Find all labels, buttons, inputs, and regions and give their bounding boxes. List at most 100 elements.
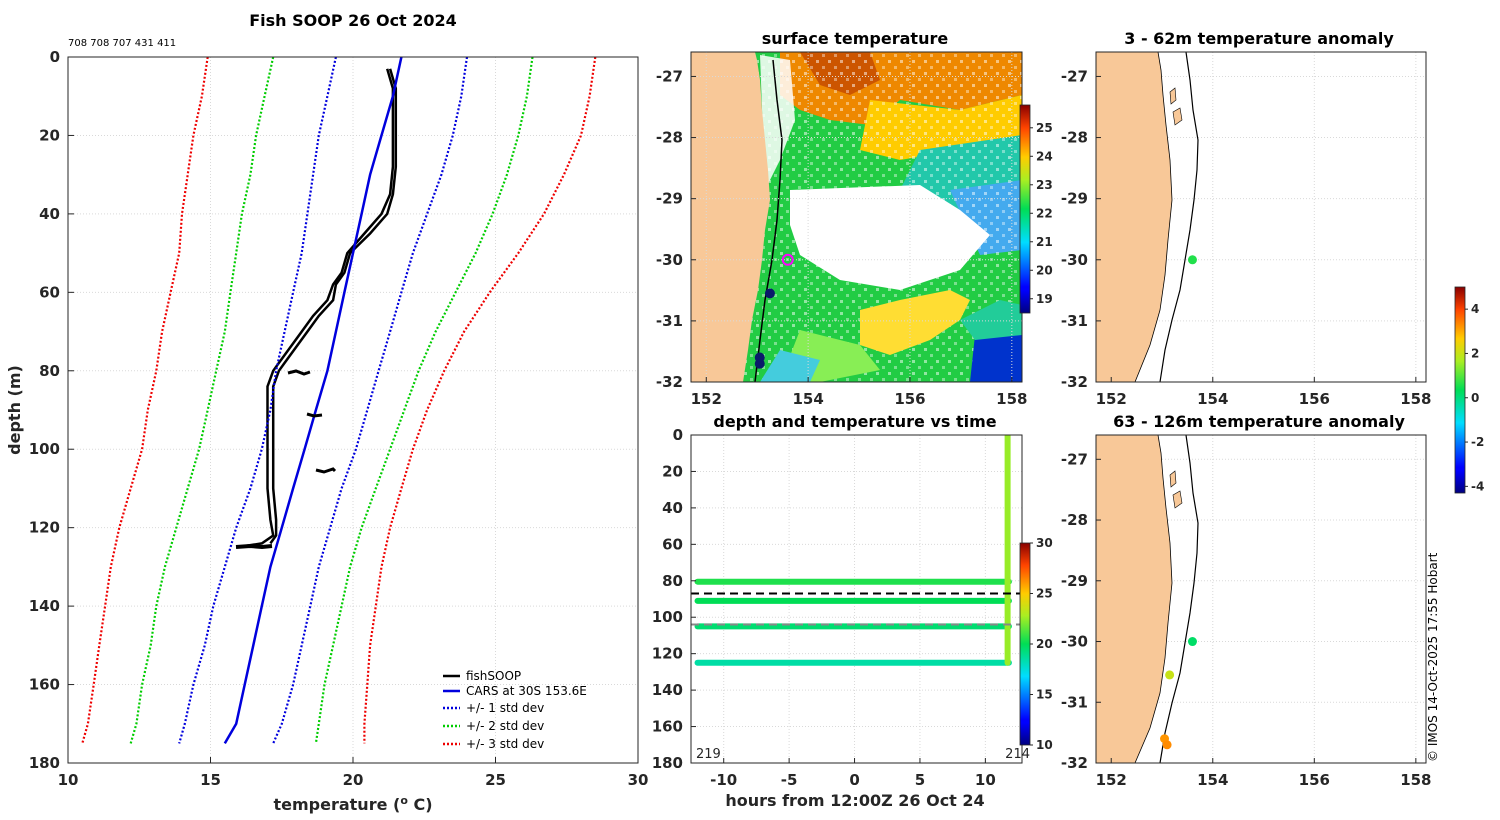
sst-marker (764, 288, 775, 299)
anomaly-deep-points (1160, 637, 1197, 750)
anomaly-cb-label: 0 (1471, 391, 1479, 405)
profile-legend: fishSOOP CARS at 30S 153.6E +/- 1 std de… (443, 669, 587, 751)
profile-ytick-label: 120 (29, 519, 60, 537)
depth-time-ytick-label: 20 (662, 462, 683, 480)
anomaly-deep-ytick-label: -31 (1061, 693, 1088, 711)
sst-cb-label: 20 (1036, 263, 1053, 277)
anomaly-deep-map (1096, 435, 1199, 763)
depth-time-colorbar-ticks: 30 25 20 15 10 (1030, 536, 1053, 752)
depth-time-xtick-label: -5 (781, 771, 798, 789)
sst-map-panel: surface temperature 152 154 156 15 (656, 29, 1053, 408)
depth-time-xtick-label: -10 (710, 771, 737, 789)
sst-shelf-contour (754, 59, 783, 382)
profile-subtitle: 708 708 707 431 411 (68, 38, 176, 49)
depth-time-cb-label: 25 (1036, 587, 1053, 601)
anomaly-deep-title: 63 - 126m temperature anomaly (1113, 412, 1405, 431)
profile-ticks: 10 15 20 25 30 0 20 40 60 80 100 120 140 160 180 (29, 48, 649, 789)
anomaly-shallow-xtick-label: 154 (1197, 390, 1228, 408)
anomaly-shallow-xtick-label: 156 (1299, 390, 1330, 408)
anomaly-shallow-ytick-label: -28 (1061, 129, 1088, 147)
sst-xtick-label: 158 (996, 390, 1027, 408)
sst-cb-label: 23 (1036, 178, 1053, 192)
anomaly-colorbar-ticks: 4 2 0 -2 -4 (1465, 302, 1484, 493)
depth-time-cb-label: 15 (1036, 688, 1053, 702)
depth-time-ytick-label: 100 (652, 608, 683, 626)
anomaly-shallow-panel: 3 - 62m temperature anomaly 152 154 156 158… (1061, 29, 1432, 408)
fishsoop-spikes (235, 369, 337, 550)
anomaly-colorbar (1454, 286, 1466, 494)
anomaly-deep-point (1187, 637, 1197, 647)
profile-series-line (129, 57, 275, 744)
legend-label-3std: +/- 3 std dev (466, 737, 544, 751)
sst-grid (691, 52, 1022, 382)
anomaly-shallow-contour (1159, 52, 1199, 382)
anomaly-deep-ticks: 152 154 156 158 -27 -28 -29 -30 -31 -32 (1061, 450, 1432, 789)
legend-label-2std: +/- 2 std dev (466, 719, 544, 733)
spike-106m (315, 467, 337, 474)
sst-colorbar (1019, 104, 1031, 314)
depth-time-ytick-label: 40 (662, 499, 683, 517)
anomaly-shallow-land (1096, 52, 1173, 382)
profile-ytick-label: 160 (29, 676, 60, 694)
anomaly-shallow-points (1187, 255, 1197, 265)
depth-time-title: depth and temperature vs time (713, 412, 996, 431)
sst-ytick-label: -31 (656, 312, 683, 330)
sst-cb-label: 25 (1036, 121, 1053, 135)
anomaly-shallow-xtick-label: 152 (1096, 390, 1127, 408)
sst-cold-southeast (970, 330, 1022, 382)
profile-series-line (314, 57, 534, 744)
legend-label-cars: CARS at 30S 153.6E (466, 684, 587, 698)
depth-time-xtick-label: 5 (915, 771, 925, 789)
legend-label-fishsoop: fishSOOP (466, 669, 521, 683)
sst-land (691, 52, 770, 382)
anomaly-shallow-islands (1169, 87, 1183, 126)
anomaly-cb-label: -4 (1471, 479, 1484, 493)
sst-cb-label: 21 (1036, 235, 1053, 249)
depth-time-cb-label: 10 (1036, 738, 1053, 752)
anomaly-deep-xtick-label: 158 (1400, 771, 1431, 789)
anomaly-deep-ytick-label: -32 (1061, 754, 1088, 772)
anomaly-deep-ytick-label: -28 (1061, 511, 1088, 529)
sst-marker (781, 253, 794, 266)
profile-series-line (236, 68, 395, 549)
anomaly-cb-label: 4 (1471, 302, 1479, 316)
profile-ytick-label: 60 (39, 283, 60, 301)
sst-xtick-label: 154 (792, 390, 823, 408)
anomaly-shallow-point (1187, 255, 1197, 265)
profile-ytick-label: 180 (29, 754, 60, 772)
profile-series-line (223, 57, 403, 745)
profile-ylabel: depth (m) (5, 365, 24, 455)
depth-time-cb-label: 20 (1036, 637, 1053, 651)
anomaly-deep-islands (1169, 470, 1183, 509)
anomaly-deep-xtick-label: 156 (1299, 771, 1330, 789)
sst-marker (754, 358, 765, 369)
anomaly-shallow-xtick-label: 158 (1400, 390, 1431, 408)
sst-title: surface temperature (762, 29, 949, 48)
depth-time-xtick-label: 10 (975, 771, 996, 789)
profile-xtick-label: 15 (200, 771, 221, 789)
anomaly-cb-label: 2 (1471, 346, 1479, 360)
sst-cb-label: 19 (1036, 292, 1053, 306)
profile-series (81, 57, 597, 745)
sst-cb-label: 24 (1036, 149, 1053, 163)
profile-xtick-label: 30 (628, 771, 649, 789)
sst-image (691, 52, 1022, 382)
profile-series-line (269, 68, 398, 545)
sst-cyan-south (760, 350, 820, 382)
depth-time-panel: depth and temperature vs time -10 -5 0 5 100… (652, 412, 1053, 810)
legend-label-1std: +/- 1 std dev (466, 701, 544, 715)
depth-time-ytick-label: 140 (652, 681, 683, 699)
sst-xtick-label: 152 (691, 390, 722, 408)
anomaly-cb-label: -2 (1471, 435, 1484, 449)
depth-time-ytick-label: 80 (662, 572, 683, 590)
anomaly-shallow-ytick-label: -30 (1061, 251, 1088, 269)
profile-series-line (272, 57, 469, 744)
sst-ytick-label: -27 (656, 67, 683, 85)
anomaly-deep-point (1162, 740, 1172, 750)
sst-ytick-label: -28 (656, 129, 683, 147)
depth-time-ytick-label: 120 (652, 645, 683, 663)
footer-credit: © IMOS 14-Oct-2025 17:55 Hobart (1426, 552, 1440, 762)
sst-xtick-label: 156 (894, 390, 925, 408)
depth-time-ytick-label: 180 (652, 754, 683, 772)
